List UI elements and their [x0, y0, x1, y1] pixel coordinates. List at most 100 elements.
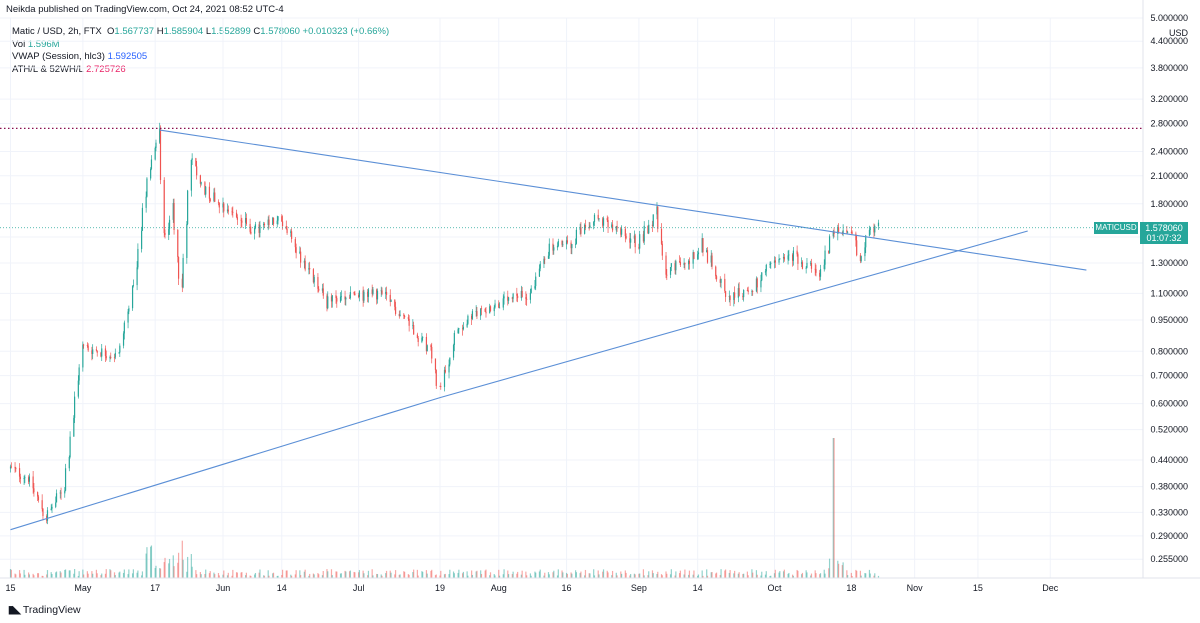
candle-body	[444, 369, 446, 373]
volume-bar	[83, 574, 85, 578]
tradingview-logo[interactable]: ▮◣ TradingView	[8, 604, 81, 616]
volume-bar	[561, 570, 563, 578]
candle-body	[471, 311, 474, 319]
candle-body	[28, 476, 31, 482]
volume-bar	[205, 569, 207, 578]
candle-body	[621, 228, 623, 235]
candle-body	[339, 296, 342, 302]
volume-bar	[575, 570, 577, 578]
volume-bar	[399, 574, 401, 578]
volume-bar	[385, 570, 388, 578]
candle-body	[611, 224, 613, 228]
legend-vwap-row[interactable]: VWAP (Session, hlc3) 1.592505	[12, 51, 389, 64]
volume-bar	[702, 575, 704, 578]
candle-body	[389, 294, 391, 302]
volume-bar	[344, 570, 346, 578]
candle-body	[408, 318, 410, 326]
candle-body	[145, 196, 147, 208]
change-value: +0.010323 (+0.66%)	[302, 26, 390, 37]
candle-body	[851, 232, 853, 234]
volume-bar	[565, 572, 568, 578]
candle-body	[720, 278, 722, 283]
volume-bar	[874, 573, 876, 578]
candle-body	[122, 333, 125, 346]
volume-bar	[105, 569, 107, 578]
candle-body	[159, 128, 162, 180]
volume-bar	[489, 575, 491, 578]
volume-bar	[299, 570, 301, 578]
legend-ohlc-row: Matic / USD, 2h, FTX O1.567737 H1.585904…	[12, 26, 389, 39]
candle-body	[367, 289, 370, 297]
volume-bar	[611, 575, 613, 578]
volume-bar	[471, 574, 474, 578]
volume-bar	[841, 565, 843, 578]
candle-body	[113, 357, 116, 359]
volume-bar	[199, 572, 201, 578]
legend-volume-row[interactable]: Vol 1.596M	[12, 39, 389, 52]
y-tick-label: 0.520000	[1150, 425, 1188, 435]
volume-bar	[272, 572, 275, 578]
candle-body	[734, 292, 736, 298]
y-axis-currency: USD	[1169, 28, 1189, 38]
candle-body	[326, 295, 328, 309]
volume-bar	[362, 570, 364, 578]
ath-value: 2.725726	[86, 63, 126, 75]
volume-bar	[187, 556, 189, 578]
candle-body	[344, 296, 346, 300]
candle-body	[461, 328, 464, 330]
candle-body	[570, 242, 572, 249]
volume-bar	[684, 569, 686, 578]
candle-body	[422, 336, 424, 338]
candle-body	[684, 262, 686, 265]
y-tick-label: 1.300000	[1150, 258, 1188, 268]
volume-bar	[213, 572, 215, 578]
volume-bar	[507, 570, 509, 578]
volume-bar	[462, 571, 464, 578]
candle-body	[752, 291, 754, 292]
volume-bar	[322, 570, 324, 578]
candle-body	[196, 166, 198, 176]
candle-body	[87, 345, 89, 351]
candle-body	[584, 224, 586, 234]
volume-bar	[448, 574, 450, 578]
candle-body	[226, 209, 229, 212]
volume-bar	[281, 569, 284, 578]
volume-bar	[222, 574, 224, 578]
volume-bar	[502, 574, 504, 578]
volume-bar	[390, 572, 392, 578]
high-label: H	[156, 26, 164, 37]
volume-bar	[656, 573, 658, 578]
volume-bar	[353, 571, 355, 578]
volume-bar	[734, 570, 736, 578]
candle-body	[413, 325, 415, 335]
volume-bar	[104, 573, 107, 578]
volume-bar	[330, 569, 333, 578]
candle-body	[679, 261, 681, 265]
candle-body	[584, 224, 587, 228]
published-text: Neikda published on TradingView.com, Oct…	[6, 4, 284, 15]
volume-bar	[606, 570, 608, 578]
candle-body	[724, 291, 727, 297]
volume-bar	[46, 570, 49, 578]
symbol-title[interactable]: Matic / USD, 2h, FTX	[12, 26, 102, 37]
candle-body	[489, 306, 491, 314]
volume-bar	[254, 574, 256, 578]
candle-body	[833, 231, 835, 234]
volume-bar	[593, 569, 595, 578]
volume-bar	[530, 575, 532, 578]
volume-bar	[511, 574, 513, 578]
candle-body	[557, 241, 559, 246]
candle-body	[530, 288, 532, 293]
candle-body	[764, 271, 767, 273]
candle-body	[259, 225, 261, 233]
volume-bar	[544, 572, 546, 578]
candle-body	[453, 332, 455, 345]
candle-body	[656, 206, 658, 215]
candle-body	[128, 308, 130, 312]
candle-body	[222, 203, 224, 208]
candle-body	[322, 288, 324, 296]
legend-ath-row[interactable]: ATH/L & 52WH/L 2.725726	[12, 64, 389, 77]
y-tick-label: 2.400000	[1150, 146, 1188, 156]
candle-body	[760, 280, 762, 288]
